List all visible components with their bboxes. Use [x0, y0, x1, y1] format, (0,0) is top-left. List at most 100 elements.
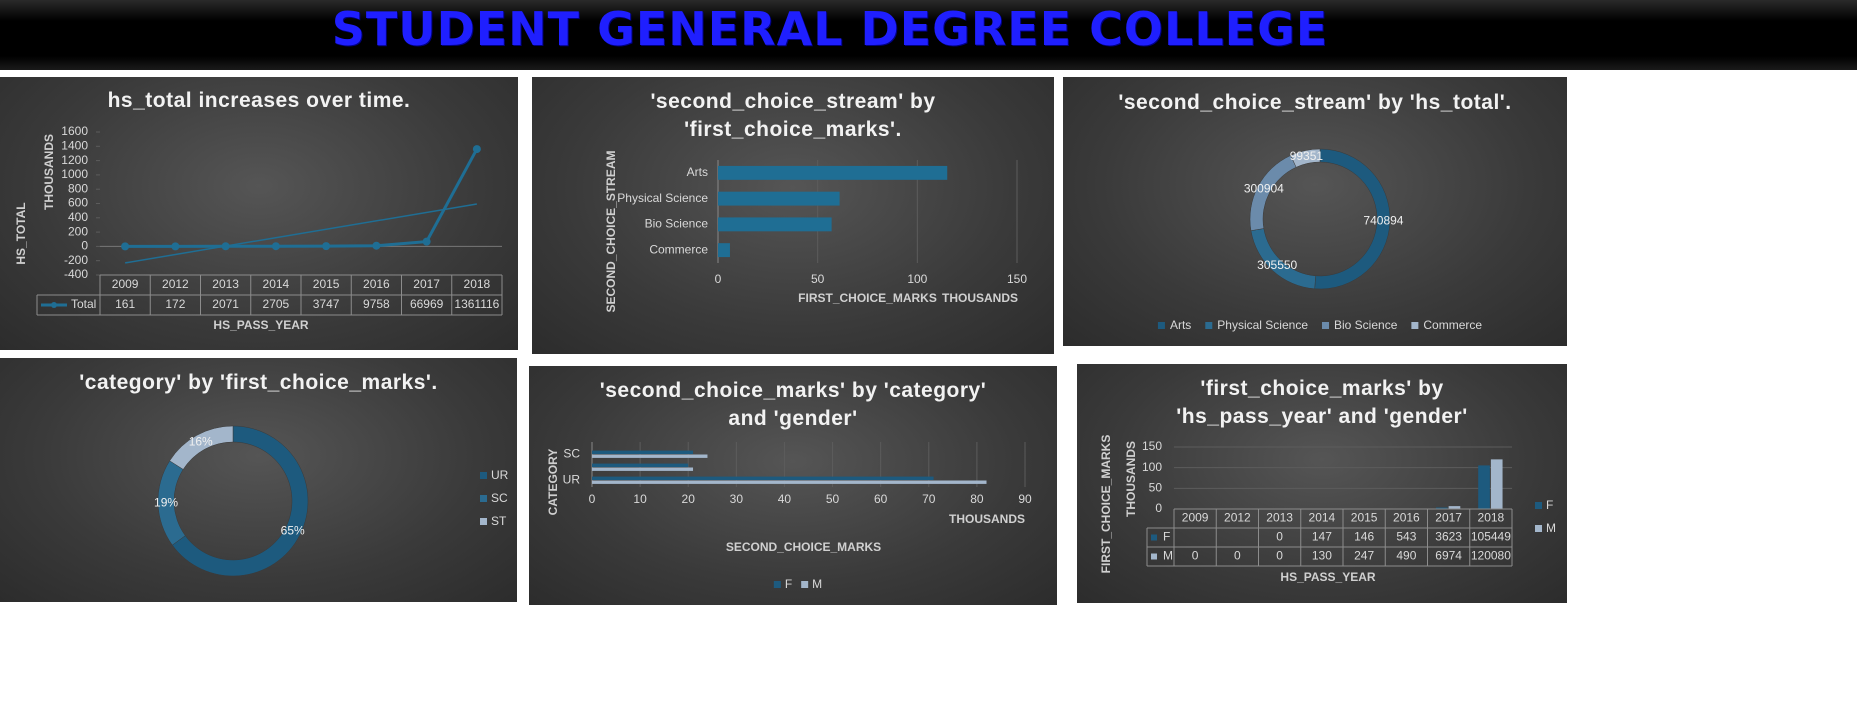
data-point: [372, 241, 381, 250]
table-value: 9758: [363, 297, 390, 311]
dashboard-title: STUDENT GENERAL DEGREE COLLEGE: [331, 2, 1329, 56]
y-tick-label: 1400: [61, 138, 88, 152]
x-tick-label: 60: [874, 492, 888, 506]
legend-swatch: [480, 495, 487, 502]
chart-title: 'second_choice_stream' by 'first_choice_…: [650, 90, 936, 141]
y-tick-label: 0: [1155, 501, 1162, 515]
y-axis-label: SECOND_CHOICE_STREAM: [604, 150, 618, 312]
y-axis-label: FIRST_CHOICE_MARKS: [1099, 435, 1113, 574]
chart-title: 'category' by 'first_choice_marks'.: [79, 371, 438, 394]
donut-slice: [1290, 148, 1321, 168]
table-header: 2012: [162, 277, 189, 291]
bar: [718, 191, 840, 206]
y-tick-label: 1200: [61, 153, 88, 167]
x-tick-label: 100: [907, 272, 927, 286]
data-point: [472, 145, 481, 154]
table-header: 2018: [1478, 511, 1505, 525]
legend-label: SC: [491, 491, 508, 505]
legend-label: F: [785, 577, 792, 591]
chart-title: hs_total increases over time.: [107, 89, 411, 112]
legend-label: M: [812, 577, 822, 591]
chart: 65% 19% 16% UR SC ST: [154, 425, 509, 577]
data-label: 16%: [189, 434, 213, 448]
y-tick-label: 150: [1142, 439, 1162, 453]
y-tick-label: Bio Science: [645, 217, 709, 231]
data-label: 99351: [1290, 149, 1324, 163]
x-unit-label: THOUSANDS: [942, 291, 1018, 305]
table-value: 0: [1276, 549, 1283, 563]
table-value: 3747: [313, 297, 340, 311]
bar: [1490, 459, 1503, 509]
table-header: 2016: [363, 277, 390, 291]
legend-label: UR: [491, 468, 509, 482]
chart-panel: 'second_choice_stream' by 'hs_total'. 74…: [1063, 77, 1567, 346]
y-tick-label: -200: [64, 253, 88, 267]
legend-swatch: [1411, 322, 1419, 329]
y-axis-label: HS_TOTAL: [14, 202, 28, 264]
y-unit-label: THOUSANDS: [42, 134, 56, 210]
legend-swatch: [1535, 525, 1542, 532]
bar: [592, 463, 689, 467]
y-tick-label: 200: [68, 224, 88, 238]
x-tick-label: 30: [730, 492, 744, 506]
trendline: [125, 203, 477, 264]
table-value: 147: [1312, 530, 1332, 544]
x-tick-label: 20: [682, 492, 696, 506]
bar: [1435, 507, 1448, 509]
chart: 0 50 100 150 FIRST_CHOICE_MARKS THOUSANDS HS_P…: [1099, 435, 1556, 585]
x-tick-label: 50: [826, 492, 840, 506]
bar: [718, 165, 948, 180]
bar: [718, 217, 832, 232]
bar: [718, 243, 730, 258]
table-value: 247: [1354, 549, 1374, 563]
bar: [1448, 506, 1461, 509]
legend-key: [51, 302, 57, 308]
table-value: 130: [1312, 549, 1332, 563]
data-label: 740894: [1363, 214, 1403, 228]
y-axis-label: CATEGORY: [546, 449, 560, 516]
table-value: 2071: [212, 297, 239, 311]
bar: [592, 467, 694, 471]
data-label: 300904: [1244, 182, 1284, 196]
legend-swatch: [801, 581, 809, 588]
y-tick-label: Physical Science: [617, 191, 708, 205]
legend-swatch: [1322, 322, 1329, 329]
y-tick-label: 1600: [61, 124, 88, 138]
legend-key: [1151, 553, 1157, 560]
table-header: 2017: [413, 277, 440, 291]
x-tick-label: 50: [811, 272, 825, 286]
table-value: 6974: [1435, 549, 1462, 563]
legend-label: Physical Science: [1217, 318, 1308, 332]
data-point: [271, 242, 280, 251]
legend-key: [1151, 534, 1157, 541]
table-header: 2014: [1309, 511, 1336, 525]
x-axis-label: HS_PASS_YEAR: [1280, 570, 1375, 584]
x-tick-label: 150: [1007, 272, 1027, 286]
chart-panel: 'second_choice_marks' by 'category' and …: [529, 366, 1057, 605]
table-value: 66969: [410, 297, 444, 311]
chart: 0 10 20 30 40 50 60 70 80 90 UR SC THOUSANDS SECOND_C…: [546, 442, 1032, 591]
x-tick-label: 80: [970, 492, 984, 506]
data-label: 19%: [154, 495, 178, 509]
y-tick-label: Commerce: [649, 242, 708, 256]
table-header: 2018: [464, 277, 491, 291]
data-point: [322, 242, 331, 251]
data-point: [171, 242, 180, 251]
table-value: 0: [1234, 549, 1241, 563]
bar: [592, 454, 708, 458]
table-header: 2014: [263, 277, 290, 291]
chart-title: 'second_choice_marks' by 'category' and …: [599, 379, 987, 430]
y-tick-label: SC: [563, 447, 580, 461]
table-series-name: F: [1163, 530, 1170, 544]
data-label: 65%: [281, 524, 305, 538]
chart-title: 'second_choice_stream' by 'hs_total'.: [1118, 91, 1512, 114]
table-header: 2015: [313, 277, 340, 291]
series-line: [125, 148, 479, 248]
bar: [592, 450, 694, 454]
legend-swatch: [480, 518, 487, 525]
donut-slice: [171, 425, 309, 577]
table-value: 1361116: [454, 297, 499, 311]
legend-label: Commerce: [1423, 318, 1482, 332]
x-tick-label: 40: [778, 492, 792, 506]
